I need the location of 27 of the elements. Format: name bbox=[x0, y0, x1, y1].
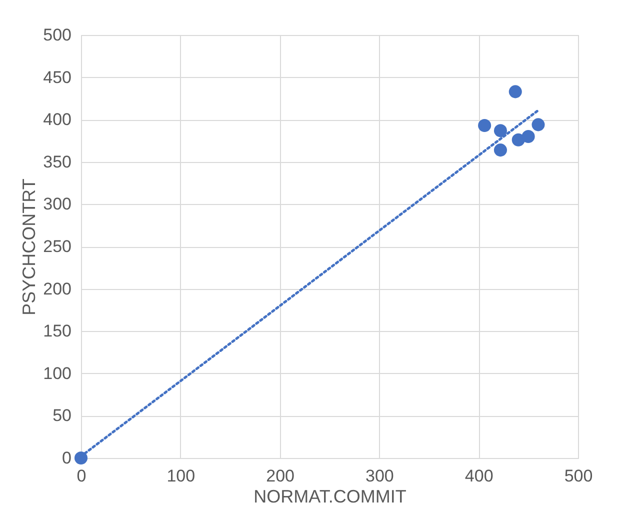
x-axis-title: NORMAT.COMMIT bbox=[254, 486, 406, 506]
x-tick-label: 300 bbox=[366, 466, 394, 486]
y-tick-label: 500 bbox=[43, 26, 72, 44]
point bbox=[478, 119, 492, 132]
point bbox=[494, 124, 507, 138]
y-tick-label: 100 bbox=[43, 364, 72, 383]
point bbox=[522, 130, 535, 144]
y-tick-label: 50 bbox=[52, 406, 72, 426]
y-axis-title: PSYCHCONTRT bbox=[19, 178, 40, 316]
point bbox=[532, 118, 545, 132]
y-tick-label: 200 bbox=[43, 279, 72, 298]
y-tick-label: 150 bbox=[43, 322, 72, 341]
point bbox=[494, 144, 507, 157]
y-tick-label: 350 bbox=[43, 152, 72, 172]
point bbox=[512, 133, 525, 146]
x-tick-label: 400 bbox=[464, 466, 494, 486]
y-tick-label: 400 bbox=[43, 110, 72, 130]
y-tick-label: 0 bbox=[62, 448, 72, 468]
point bbox=[74, 451, 88, 465]
y-tick-label: 450 bbox=[43, 68, 72, 87]
x-tick-label: 500 bbox=[564, 466, 593, 486]
x-tick-label: 0 bbox=[76, 466, 86, 486]
y-tick-label: 300 bbox=[43, 194, 72, 214]
point bbox=[508, 85, 522, 98]
x-tick-label: 100 bbox=[166, 466, 196, 486]
y-tick-label: 250 bbox=[43, 237, 72, 256]
x-tick-label: 200 bbox=[266, 466, 294, 486]
